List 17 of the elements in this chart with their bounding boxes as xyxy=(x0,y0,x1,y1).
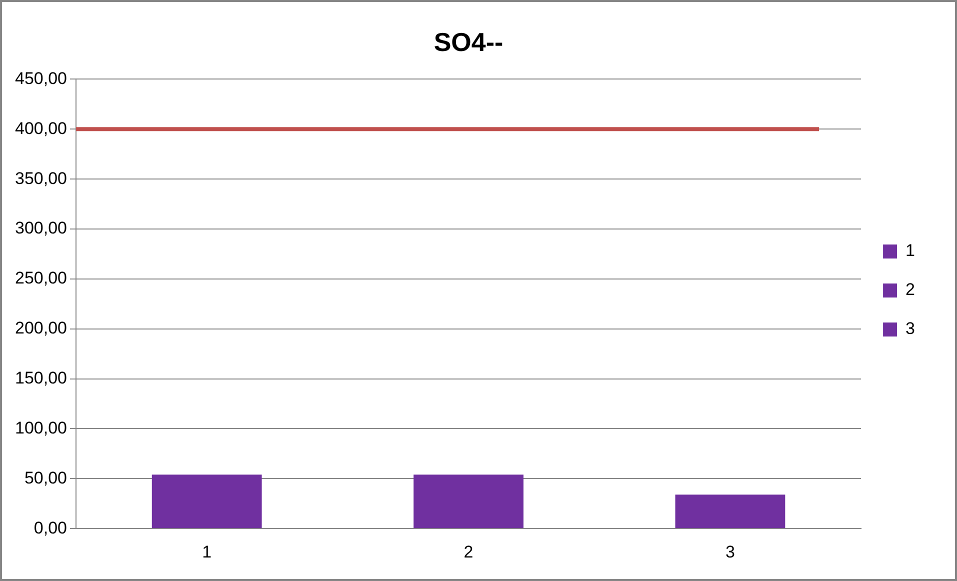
x-tick-label: 1 xyxy=(202,542,212,562)
x-tick-label: 3 xyxy=(725,542,735,562)
y-tick-label: 300,00 xyxy=(14,218,67,238)
legend-label: 3 xyxy=(906,319,916,338)
y-tick-label: 50,00 xyxy=(24,468,67,488)
x-tick-label: 2 xyxy=(464,542,474,562)
y-tick-label: 100,00 xyxy=(14,418,67,438)
y-tick-label: 250,00 xyxy=(14,268,67,288)
y-tick-label: 150,00 xyxy=(14,368,67,388)
y-tick-label: 400,00 xyxy=(14,118,67,138)
y-tick-label: 0,00 xyxy=(34,518,67,538)
y-tick-label: 350,00 xyxy=(14,168,67,188)
y-tick-label: 450,00 xyxy=(14,68,67,88)
chart-title: SO4-- xyxy=(434,26,504,57)
legend-label: 2 xyxy=(906,280,916,300)
legend-label: 1 xyxy=(906,241,916,260)
y-tick-label: 200,00 xyxy=(14,318,67,338)
